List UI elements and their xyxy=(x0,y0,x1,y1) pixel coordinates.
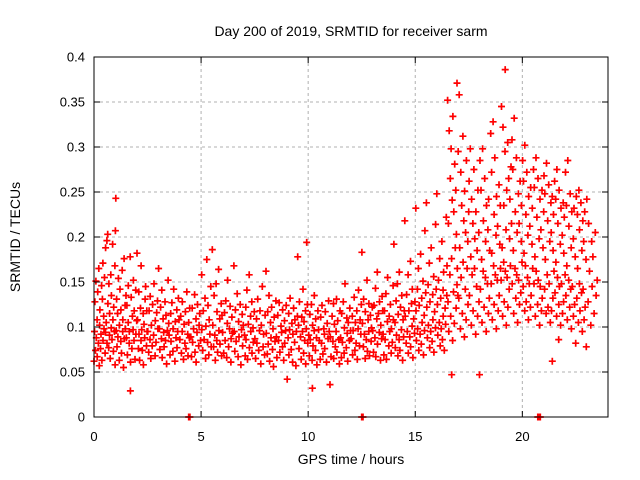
y-tick-label: 0.05 xyxy=(60,365,85,380)
x-tick-label: 20 xyxy=(515,429,529,444)
x-axis-label: GPS time / hours xyxy=(298,451,405,467)
chart-title: Day 200 of 2019, SRMTID for receiver sar… xyxy=(214,23,487,39)
y-tick-label: 0.25 xyxy=(60,185,85,200)
y-tick-label: 0.35 xyxy=(60,95,85,110)
y-axis-label: SRMTID / TECUs xyxy=(7,182,23,292)
y-tick-label: 0.15 xyxy=(60,275,85,290)
x-tick-label: 10 xyxy=(301,429,315,444)
scatter-points xyxy=(90,66,601,421)
y-tick-label: 0.2 xyxy=(67,230,85,245)
y-tick-label: 0.4 xyxy=(67,50,85,65)
x-tick-label: 15 xyxy=(408,429,422,444)
plot-area: 0 0.05 0.1 0.15 0.2 0.25 0.3 0.35 0.4 0 5 10 15 20 xyxy=(60,50,609,444)
y-tick-label: 0.3 xyxy=(67,140,85,155)
y-tick-label: 0 xyxy=(78,410,85,425)
x-tick-label: 0 xyxy=(90,429,97,444)
x-tick-label: 5 xyxy=(197,429,204,444)
plot-border xyxy=(93,56,609,418)
y-tick-label: 0.1 xyxy=(67,320,85,335)
